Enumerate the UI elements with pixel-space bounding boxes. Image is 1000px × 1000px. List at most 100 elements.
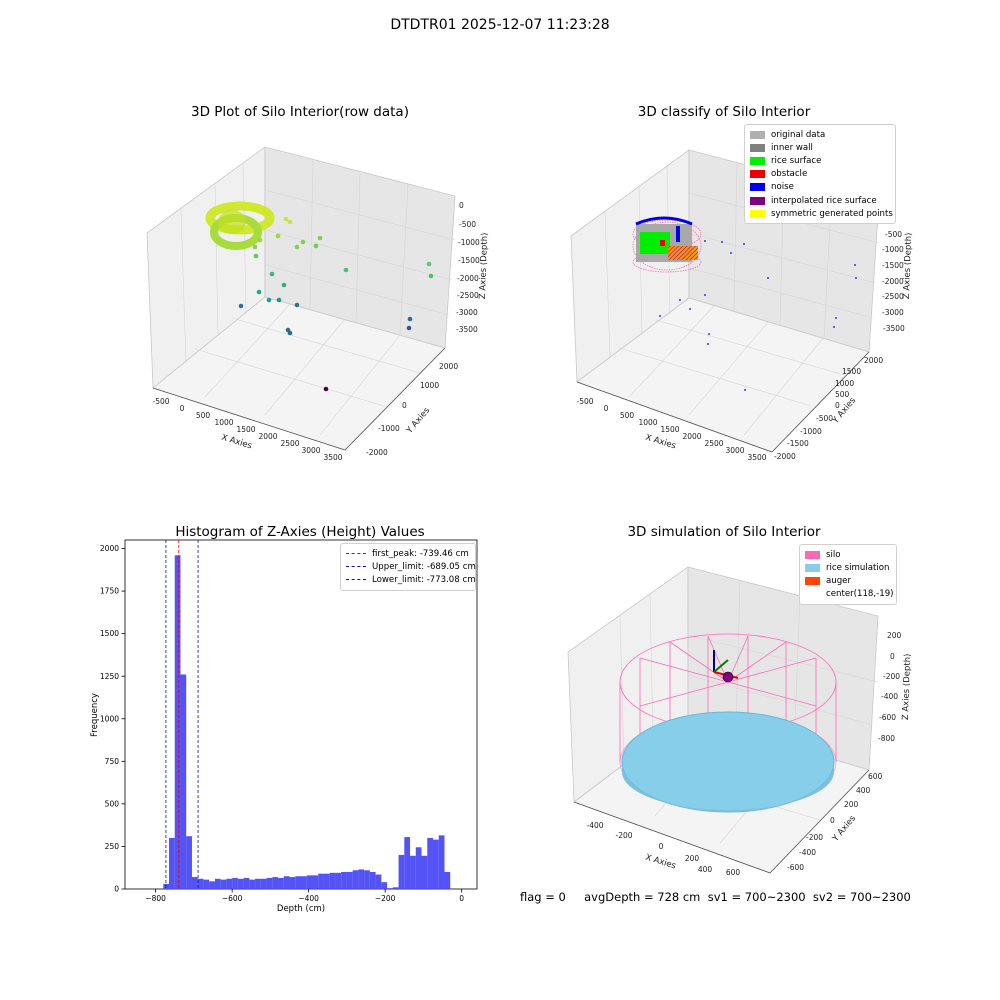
legend-label: auger xyxy=(826,575,851,586)
histogram-bar xyxy=(415,847,422,889)
sim-y-tick: -200 xyxy=(806,833,823,842)
legend-swatch xyxy=(750,183,765,192)
legend-swatch xyxy=(805,576,820,585)
sim-x-tick: -200 xyxy=(615,831,632,840)
raw-3d-plot: -500 0 500 1000 1500 2000 2500 3000 3500… xyxy=(146,146,490,462)
histogram-bar xyxy=(427,837,433,889)
sim-x-tick: 400 xyxy=(698,865,713,874)
legend-entry: obstacle xyxy=(750,168,890,181)
sim-x-tick: 200 xyxy=(685,854,700,863)
x-tick-label: −600 xyxy=(222,894,243,903)
histogram-bar xyxy=(306,875,313,889)
histogram-reference-lines xyxy=(165,540,199,889)
classify-x-tick: 500 xyxy=(620,411,635,420)
histogram-bar xyxy=(352,870,359,889)
sim-y-tick: -600 xyxy=(787,863,804,872)
histogram-bar xyxy=(214,878,221,889)
histogram-bar xyxy=(237,878,244,889)
sim-z-tick: -400 xyxy=(881,692,898,701)
classified-points xyxy=(632,216,857,391)
raw-x-tick: 3500 xyxy=(323,453,342,462)
histogram-legend: first_peak: -739.46 cm Upper_limit: -689… xyxy=(340,543,476,591)
legend-entry: Lower_limit: -773.08 cm xyxy=(346,573,476,586)
legend-label: Lower_limit: -773.08 cm xyxy=(372,574,476,585)
histogram-bar xyxy=(295,876,301,889)
legend-swatch xyxy=(805,550,820,559)
sim-z-tick: -800 xyxy=(878,734,895,743)
sim-x-tick: -400 xyxy=(586,821,603,830)
classify-legend: original data inner wall rice surface ob… xyxy=(744,124,896,225)
histogram-bar xyxy=(283,876,290,889)
histogram-bar xyxy=(364,870,370,889)
histogram-bar xyxy=(260,878,267,889)
histogram-bar xyxy=(323,873,330,889)
raw-y-label: Y Axies xyxy=(404,405,432,436)
raw-z-tick: -3000 xyxy=(456,308,478,317)
sim-x-tick: 600 xyxy=(726,868,741,877)
classify-z-tick: -3000 xyxy=(882,308,904,317)
histogram-bar xyxy=(289,877,296,889)
classify-z-axis: 0 -500 -1000 -1500 -2000 -2500 -3000 -35… xyxy=(882,214,914,333)
histogram-bar xyxy=(335,872,342,889)
raw-3d-axes-box xyxy=(146,146,456,451)
sim-y-tick: 600 xyxy=(868,772,883,781)
raw-z-label: Z Axies (Depth) xyxy=(478,232,490,299)
sim-z-tick: 0 xyxy=(890,652,895,661)
status-footer: flag = 0 avgDepth = 728 cm sv1 = 700~230… xyxy=(520,890,911,904)
raw-x-axis: -500 0 500 1000 1500 2000 2500 3000 3500… xyxy=(152,387,346,462)
raw-y-tick: 0 xyxy=(402,401,407,410)
classify-x-tick: 3000 xyxy=(725,446,744,455)
histogram-bar xyxy=(312,875,319,889)
histogram-bar xyxy=(266,877,273,889)
raw-z-tick: -1500 xyxy=(458,256,480,265)
histogram-bar xyxy=(329,872,336,889)
histogram-bar xyxy=(232,877,238,889)
classify-3d-plot: -500 0 500 1000 1500 2000 2500 3000 3500… xyxy=(570,149,914,462)
histogram-bar xyxy=(226,878,233,889)
y-tick-label: 1750 xyxy=(100,587,119,596)
legend-entry: first_peak: -739.46 cm xyxy=(346,547,470,560)
legend-entry: auger xyxy=(805,574,891,587)
legend-label: interpolated rice surface xyxy=(771,195,877,206)
classify-y-tick: 2000 xyxy=(864,356,883,365)
raw-z-axis: 0 -500 -1000 -1500 -2000 -2500 -3000 -35… xyxy=(456,201,490,334)
classify-y-tick: 0 xyxy=(835,401,840,410)
raw-z-tick: -1000 xyxy=(458,238,480,247)
y-tick-label: 1500 xyxy=(100,629,119,638)
classify-x-tick: 1000 xyxy=(638,418,657,427)
legend-label: original data xyxy=(771,129,826,140)
histogram-y-label: Frequency xyxy=(90,693,100,737)
sim-z-label: Z Axies (Depth) xyxy=(901,653,913,720)
legend-swatch xyxy=(750,209,765,218)
simulation-legend: silo rice simulation auger center(118,-1… xyxy=(799,544,897,605)
center-axes-indicator xyxy=(713,650,739,683)
classify-x-tick: -500 xyxy=(576,397,593,406)
legend-swatch xyxy=(750,196,765,205)
sim-z-tick: 200 xyxy=(887,631,902,640)
raw-x-tick: 2000 xyxy=(258,432,277,441)
sim-z-tick: -200 xyxy=(883,672,900,681)
raw-x-label: X Axies xyxy=(220,433,253,452)
raw-x-tick: 0 xyxy=(180,404,185,413)
x-tick-label: 0 xyxy=(459,894,464,903)
classify-y-tick: 1000 xyxy=(835,379,854,388)
histogram-bar xyxy=(301,876,307,889)
histogram-bar xyxy=(433,839,439,889)
legend-entry: center(118,-19) xyxy=(805,588,894,601)
classify-z-tick: -500 xyxy=(885,230,902,239)
classify-panel-title: 3D classify of Silo Interior xyxy=(637,104,811,120)
simulation-z-axis: 200 0 -200 -400 -600 -800 Z Axies (Depth… xyxy=(878,631,913,743)
histogram-bars xyxy=(163,555,451,889)
x-tick-label: −200 xyxy=(375,894,396,903)
histogram-bar xyxy=(243,877,250,889)
histogram-bar xyxy=(186,836,192,889)
x-tick-label: −800 xyxy=(145,894,166,903)
classify-x-tick: 2500 xyxy=(704,439,723,448)
histogram-bar xyxy=(410,855,416,889)
classify-y-tick: 500 xyxy=(835,390,850,399)
legend-line xyxy=(346,566,366,568)
histogram-bar xyxy=(381,882,388,889)
sim-y-tick: 400 xyxy=(856,786,871,795)
histogram-bar xyxy=(404,837,411,889)
histogram-bar xyxy=(209,881,215,889)
